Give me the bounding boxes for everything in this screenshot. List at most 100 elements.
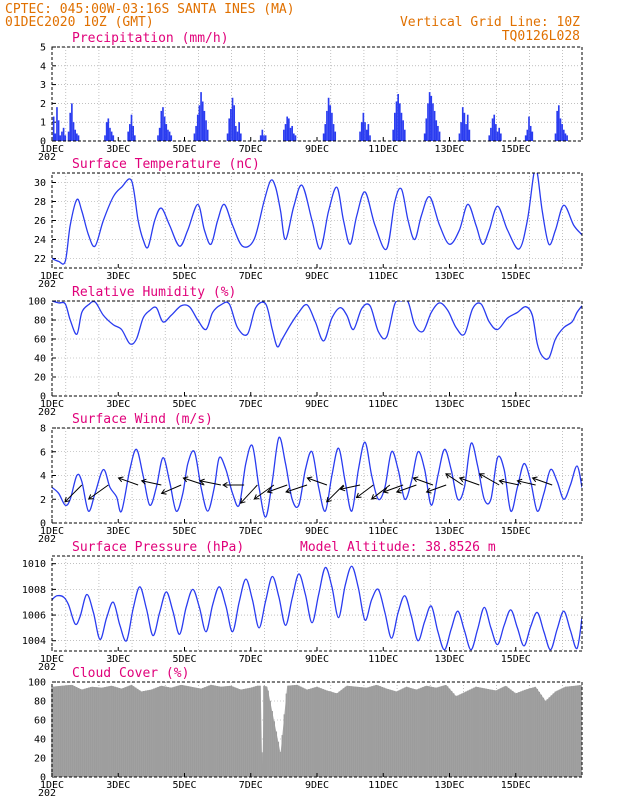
precip-bar — [288, 118, 290, 141]
precip-bar — [69, 112, 72, 141]
rh-y-tick-label: 40 — [34, 354, 46, 365]
precip-bar — [203, 110, 206, 141]
precip-year-fragment: 202 — [38, 152, 56, 163]
temp-x-tick-label: 7DEC — [239, 271, 263, 282]
temp-y-tick-label: 24 — [34, 235, 46, 246]
precip-bar — [465, 124, 467, 141]
precip-bar — [559, 118, 562, 141]
temp-y-tick-label: 26 — [34, 216, 46, 227]
rh-x-tick-label: 15DEC — [501, 399, 531, 410]
precip-bar — [359, 131, 361, 141]
precip-bar — [110, 131, 113, 141]
wind-vector — [499, 480, 520, 486]
precip-bar — [561, 124, 563, 141]
wind-vector — [517, 480, 536, 486]
wind-vector-head — [445, 473, 451, 479]
precip-bar — [463, 112, 466, 141]
pres-x-tick-label: 7DEC — [239, 654, 263, 665]
wind-vector — [285, 484, 308, 493]
precip-bar — [261, 129, 264, 141]
precip-bar — [195, 125, 197, 141]
precip-bar — [398, 103, 401, 141]
wind-vector — [254, 484, 275, 500]
precip-y-tick-label: 5 — [40, 43, 46, 54]
precip-bar — [526, 129, 529, 141]
precip-bar — [61, 131, 63, 141]
wind-vector-head — [425, 487, 432, 494]
wind-vector-head — [198, 478, 205, 485]
precip-bar — [170, 135, 173, 141]
precip-bar — [324, 124, 327, 141]
precip-title: Precipitation (mm/h) — [72, 31, 229, 46]
precip-bar — [460, 122, 462, 141]
precip-bar — [322, 133, 325, 141]
wind-vector-head — [239, 498, 246, 504]
precip-bar — [556, 110, 558, 141]
pres-x-tick-label: 11DEC — [368, 654, 398, 665]
wind-vector-head — [355, 492, 362, 499]
precip-bar — [201, 101, 204, 141]
vertical-grid-note: Vertical Grid Line: 10Z — [400, 15, 580, 30]
precip-bar — [528, 116, 530, 141]
precip-bar — [59, 135, 62, 141]
precip-bar — [71, 103, 73, 141]
rh-x-tick-label: 1DEC — [40, 399, 64, 410]
precip-bar — [259, 135, 262, 141]
wind-series-line — [52, 436, 582, 518]
temp-y-tick-label: 28 — [34, 197, 46, 208]
pres-y-tick-label: 1010 — [22, 559, 46, 570]
precip-bar — [397, 94, 399, 141]
precip-bar — [163, 116, 166, 141]
precip-bar — [129, 124, 131, 141]
precip-bar — [369, 135, 371, 141]
precip-bar — [554, 133, 557, 141]
wind-vector-head — [498, 478, 505, 485]
precip-bar — [105, 122, 108, 141]
wind-vector — [371, 484, 391, 500]
precip-x-tick-label: 1DEC — [40, 144, 64, 155]
precip-x-tick-label: 7DEC — [239, 144, 263, 155]
precip-bar — [157, 135, 159, 141]
pres-x-tick-label: 5DEC — [172, 654, 196, 665]
wind-vector — [445, 473, 464, 486]
wind-vector-head — [117, 476, 124, 483]
precip-bar — [493, 114, 496, 141]
precip-bar — [488, 135, 491, 141]
wind-y-tick-label: 6 — [40, 447, 46, 458]
precip-bar — [360, 122, 363, 141]
precip-bar — [54, 133, 57, 141]
wind-vector — [88, 484, 109, 500]
wind-x-tick-label: 1DEC — [40, 526, 64, 537]
precip-bar — [168, 131, 171, 141]
precip-bar — [428, 92, 431, 141]
precip-bar — [562, 129, 565, 141]
precip-bar — [228, 118, 231, 141]
wind-vector — [240, 484, 258, 504]
precip-bar — [127, 131, 130, 141]
precip-bar — [364, 122, 366, 141]
precip-bar — [286, 116, 289, 141]
precip-bar — [466, 114, 469, 141]
precip-bar — [57, 120, 60, 141]
precip-bar — [231, 97, 234, 141]
wind-vector-head — [412, 476, 419, 483]
precip-y-tick-label: 3 — [40, 80, 46, 91]
precip-x-tick-label: 11DEC — [368, 144, 398, 155]
cloud-x-tick-label: 7DEC — [239, 780, 263, 791]
precip-bar — [292, 133, 295, 141]
rh-series-line — [52, 301, 582, 360]
wind-vector-head — [478, 473, 485, 479]
forecast-init-time: 01DEC2020 10Z (GMT) — [5, 15, 154, 30]
precip-bar — [392, 129, 395, 141]
precip-bar — [133, 135, 136, 141]
pres-x-tick-label: 3DEC — [106, 654, 130, 665]
temp-y-tick-label: 30 — [34, 178, 46, 189]
rh-x-tick-label: 5DEC — [172, 399, 196, 410]
precip-bar — [235, 125, 237, 141]
pres-y-tick-label: 1004 — [22, 636, 46, 647]
wind-vector — [199, 480, 222, 486]
wind-vector — [532, 477, 553, 486]
pres-x-tick-label: 1DEC — [40, 654, 64, 665]
precip-bar — [76, 133, 78, 141]
precip-bar — [112, 135, 115, 141]
